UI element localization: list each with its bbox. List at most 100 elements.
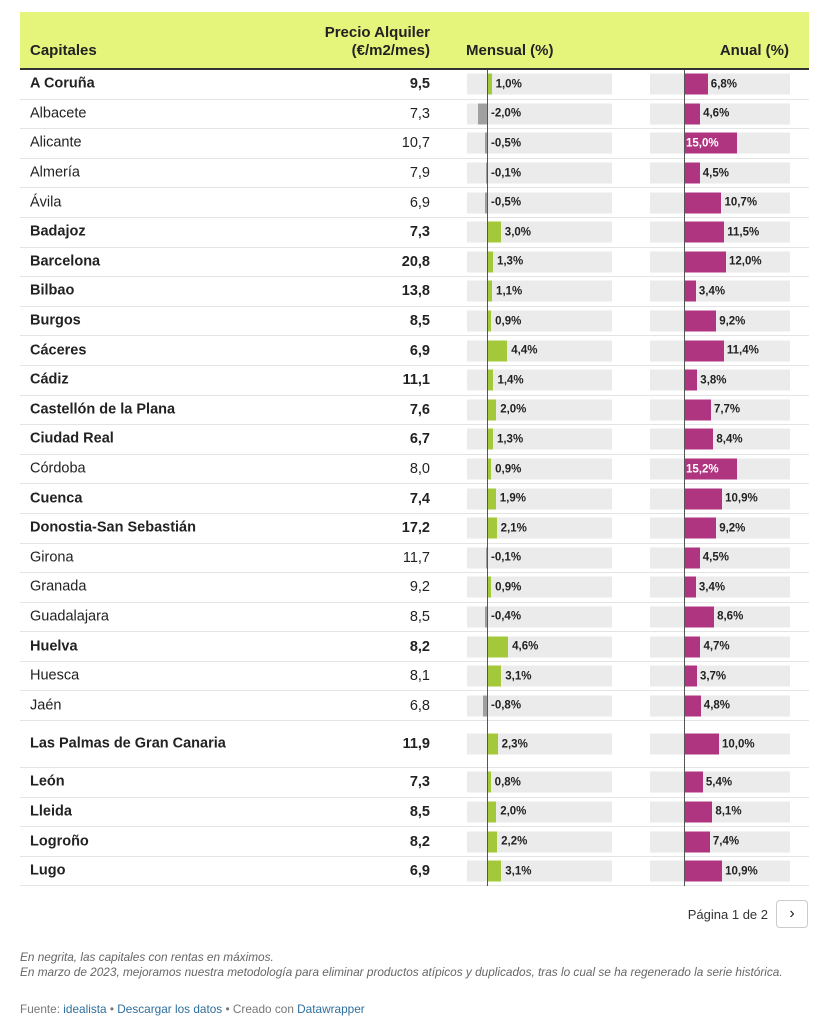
annual-label: 3,4% (698, 581, 726, 594)
monthly-label: 2,3% (501, 738, 528, 751)
annual-track: 15,2% (650, 458, 790, 480)
rent-price: 8,5 (409, 313, 430, 330)
monthly-bar (477, 103, 487, 125)
table-row: Burgos 8,5 0,9% 9,2% (20, 307, 809, 337)
annual-bar (684, 162, 700, 184)
city-name: Granada (30, 578, 87, 595)
annual-label: 5,4% (705, 776, 733, 789)
rent-price: 7,3 (409, 105, 430, 122)
table-row: Alicante 10,7 -0,5% 15,0% (20, 129, 809, 159)
annual-bar (684, 665, 697, 687)
monthly-label: 2,0% (500, 403, 527, 416)
annual-track: 8,4% (650, 428, 790, 450)
table-row: Cáceres 6,9 4,4% 11,4% (20, 336, 809, 366)
monthly-label: 0,8% (494, 776, 521, 789)
monthly-track: 2,1% (467, 517, 612, 539)
source-link-idealista[interactable]: idealista (63, 1002, 107, 1016)
table-row: Girona 11,7 -0,1% 4,5% (20, 544, 809, 574)
table-row: Huesca 8,1 3,1% 3,7% (20, 662, 809, 692)
monthly-track: 0,9% (467, 310, 612, 332)
monthly-label: -0,5% (491, 196, 522, 209)
rent-price: 8,2 (409, 833, 430, 850)
monthly-track: 3,0% (467, 221, 612, 243)
header-precio-alquiler[interactable]: Precio Alquiler (€/m2/mes) (325, 24, 430, 60)
header-anual[interactable]: Anual (%) (719, 42, 789, 59)
header-mensual[interactable]: Mensual (%) (466, 42, 554, 59)
table-row: Lugo 6,9 3,1% 10,9% (20, 857, 809, 887)
annual-bar (684, 73, 708, 95)
monthly-label: 3,0% (504, 226, 532, 239)
monthly-bar (487, 458, 492, 480)
monthly-bar (485, 547, 487, 569)
source-sep-2: • Creado con (222, 1002, 298, 1016)
annual-bar (684, 801, 713, 823)
annual-track: 15,0% (650, 132, 790, 154)
rent-price: 6,8 (409, 697, 430, 714)
annual-track: 10,7% (650, 192, 790, 214)
city-name: Barcelona (30, 253, 101, 270)
annual-bar (684, 280, 696, 302)
annual-bar (684, 399, 711, 421)
header-capitales[interactable]: Capitales (30, 42, 97, 59)
table-row: A Coruña 9,5 1,0% 6,8% (20, 70, 809, 100)
monthly-track: 1,4% (467, 369, 612, 391)
city-name: Cádiz (30, 371, 69, 388)
rent-price: 6,9 (409, 194, 430, 211)
city-name: Ciudad Real (30, 430, 114, 447)
monthly-track: 2,3% (467, 733, 612, 755)
city-name: Guadalajara (30, 608, 109, 625)
annual-bar (684, 636, 701, 658)
annual-label: 7,4% (712, 835, 740, 848)
table-row: Albacete 7,3 -2,0% 4,6% (20, 100, 809, 130)
rent-price: 11,1 (402, 372, 430, 389)
annual-label: 4,6% (703, 107, 730, 120)
city-name: Castellón de la Plana (30, 401, 176, 418)
monthly-bar (487, 280, 493, 302)
annual-bar (684, 103, 701, 125)
monthly-bar (487, 733, 498, 755)
monthly-track: 1,0% (467, 73, 612, 95)
next-page-button[interactable]: › (776, 900, 808, 928)
annual-track: 10,9% (650, 488, 790, 510)
header-precio-line-1: Precio Alquiler (324, 24, 430, 41)
monthly-label: 0,9% (495, 315, 522, 328)
rent-price: 9,2 (409, 579, 430, 596)
rent-price: 7,4 (409, 490, 430, 507)
annual-bar (684, 428, 714, 450)
monthly-track: -0,5% (467, 192, 612, 214)
monthly-bar (484, 192, 487, 214)
city-name: Lugo (30, 862, 66, 879)
city-name: Las Palmas de Gran Canaria (30, 735, 226, 752)
monthly-bar (487, 310, 492, 332)
monthly-track: 0,9% (467, 576, 612, 598)
table-row: León 7,3 0,8% 5,4% (20, 768, 809, 798)
table-row: Ávila 6,9 -0,5% 10,7% (20, 188, 809, 218)
annual-bar (684, 132, 737, 154)
city-name: Logroño (30, 833, 89, 850)
table-row: Huelva 8,2 4,6% 4,7% (20, 632, 809, 662)
annual-bar (684, 458, 738, 480)
annual-label: 8,4% (716, 433, 743, 446)
monthly-track: -0,1% (467, 162, 612, 184)
monthly-track: 4,6% (467, 636, 612, 658)
monthly-label: -0,5% (491, 137, 522, 150)
pagination: Página 1 de 2 › (688, 900, 808, 928)
table-row: Las Palmas de Gran Canaria 11,9 2,3% 10,0% (20, 721, 809, 769)
annual-track: 8,1% (650, 801, 790, 823)
annual-bar (684, 576, 696, 598)
annual-bar (684, 831, 710, 853)
city-name: Cáceres (30, 342, 87, 359)
download-data-link[interactable]: Descargar los datos (117, 1002, 223, 1016)
city-name: Huesca (30, 667, 80, 684)
table-row: Logroño 8,2 2,2% 7,4% (20, 827, 809, 857)
annual-track: 4,5% (650, 162, 790, 184)
annual-bar (684, 310, 717, 332)
table-row: Córdoba 8,0 0,9% 15,2% (20, 455, 809, 485)
monthly-label: -0,8% (491, 699, 522, 712)
rent-price-table: Capitales Precio Alquiler (€/m2/mes) Mens… (20, 12, 809, 887)
monthly-zero-line (487, 70, 488, 887)
monthly-label: 1,3% (496, 433, 524, 446)
datawrapper-link[interactable]: Datawrapper (297, 1002, 365, 1016)
monthly-track: -0,1% (467, 547, 612, 569)
annual-bar (684, 340, 724, 362)
